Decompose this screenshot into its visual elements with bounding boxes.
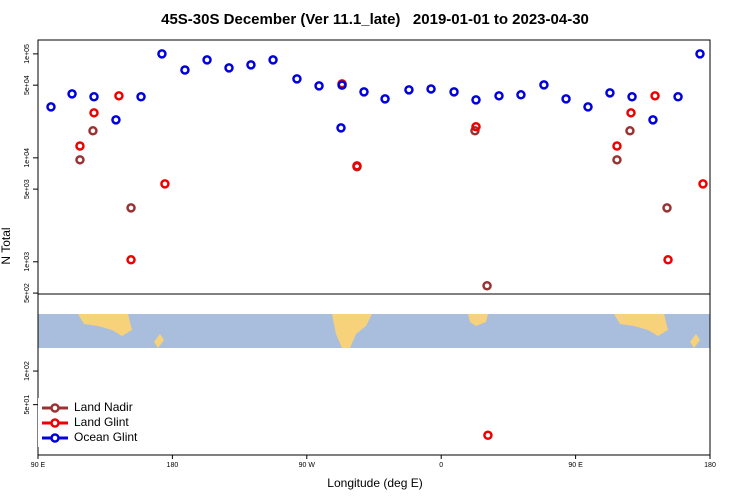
point [650,91,660,101]
point [136,91,146,102]
point [157,49,167,59]
point [404,85,414,95]
y-tick-label: 5e+02 [24,283,31,303]
point [180,65,190,75]
chart-title: 45S-30S December (Ver 11.1_late) 2019-01… [161,11,589,28]
point [698,179,708,189]
point [539,80,549,90]
legend-label: Land Glint [74,415,129,429]
point [471,122,481,132]
point [663,255,673,265]
point [380,94,390,104]
point [673,91,683,102]
point [224,63,234,73]
x-tick-label: 180 [704,462,716,469]
point [625,126,635,136]
point [695,49,705,59]
point [471,95,481,105]
point [126,203,136,213]
x-tick-label: 90 W [299,462,316,469]
point [426,84,436,94]
point [46,102,56,112]
y-tick-label: 5e+03 [24,179,31,199]
point [246,60,256,70]
point [337,80,347,90]
point [352,161,362,171]
x-tick-label: 180 [167,462,179,469]
point [202,55,212,65]
point [583,102,593,112]
point [314,81,324,91]
x-tick-label: 0 [439,462,443,469]
y-tick-label: 1e+05 [24,44,31,64]
point [612,155,622,165]
point [88,126,98,136]
y-tick-label: 1e+04 [24,148,31,168]
map-strip [38,314,710,348]
point [516,90,526,100]
legend-marker [50,418,60,428]
point [612,141,622,151]
point [89,91,99,102]
x-tick-label: 90 E [568,462,583,469]
point [89,108,99,118]
point [336,123,346,133]
point [75,155,85,165]
plot-frame [37,39,711,456]
point [483,430,493,441]
x-tick-label: 90 E [31,462,46,469]
x-axis-label: Longitude (deg E) [327,476,422,490]
point [126,255,136,265]
legend-label: Ocean Glint [74,430,138,444]
point [268,55,278,65]
point [67,89,77,99]
point [292,74,302,84]
y-tick-label: 1e+02 [24,361,31,381]
point [627,91,637,102]
y-tick-label: 1e+03 [24,252,31,272]
point [648,115,658,125]
point [160,179,170,189]
point [449,87,459,97]
point [626,108,636,118]
point [359,87,369,97]
point [605,88,615,98]
point [482,281,492,291]
legend-marker [50,403,60,413]
legend-label: Land Nadir [74,400,133,414]
point [75,141,85,151]
y-tick-label: 5e+04 [24,75,31,95]
point [494,91,504,101]
point [561,94,571,104]
point [114,91,124,101]
y-axis-label: N Total [0,227,13,264]
y-tick-label: 5e+01 [24,395,31,415]
point [662,203,672,213]
legend-marker [50,433,60,443]
point [111,115,121,125]
